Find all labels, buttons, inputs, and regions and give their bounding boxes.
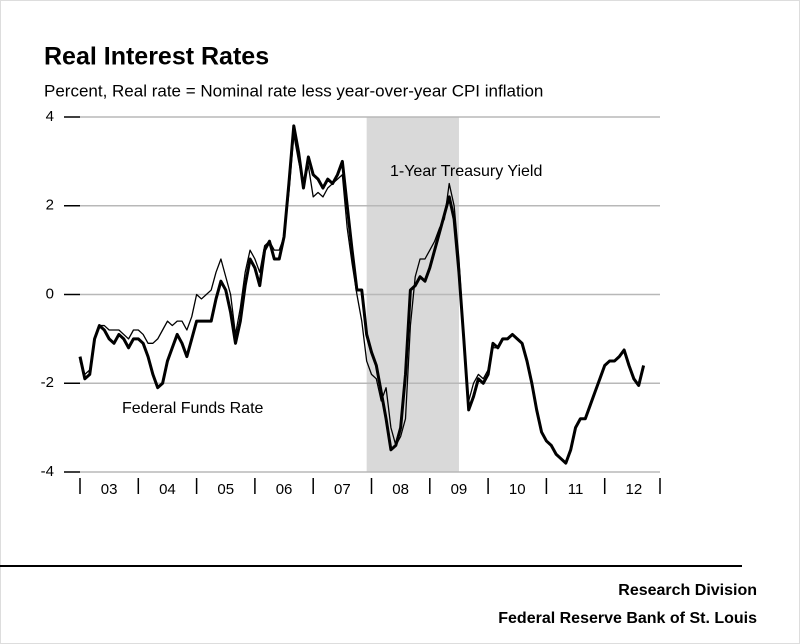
x-tick-label: 08 — [392, 481, 409, 498]
x-tick-label: 12 — [626, 481, 643, 498]
chart-subtitle: Percent, Real rate = Nominal rate less y… — [44, 81, 543, 100]
y-tick-label: 4 — [46, 108, 54, 125]
x-tick-label: 04 — [159, 481, 176, 498]
series-line — [78, 124, 646, 465]
y-tick-label: 0 — [46, 285, 54, 302]
x-tick-label: 09 — [451, 481, 468, 498]
footer-text: Research Division — [618, 582, 757, 599]
y-tick-label: 2 — [46, 197, 54, 214]
x-tick-label: 10 — [509, 481, 526, 498]
annotation: Federal Funds Rate — [122, 400, 264, 417]
x-tick-label: 11 — [568, 481, 584, 498]
y-tick-label: -4 — [41, 463, 54, 480]
x-tick-label: 06 — [276, 481, 293, 498]
x-tick-label: 07 — [334, 481, 351, 498]
chart-title: Real Interest Rates — [44, 43, 269, 71]
footer-text: Federal Reserve Bank of St. Louis — [498, 610, 757, 627]
x-tick-label: 05 — [217, 481, 234, 498]
annotation: 1-Year Treasury Yield — [390, 163, 542, 180]
x-tick-label: 03 — [101, 481, 118, 498]
y-tick-label: -2 — [41, 374, 54, 391]
